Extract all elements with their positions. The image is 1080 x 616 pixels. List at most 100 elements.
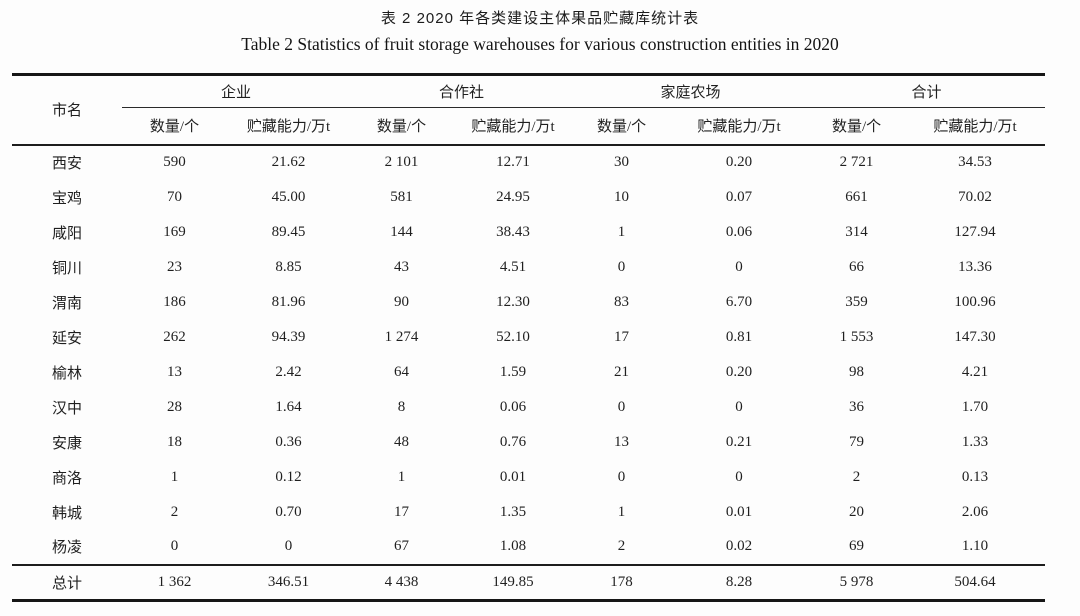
value-cell: 0.20 — [725, 363, 753, 380]
value-cell: 23 — [167, 258, 182, 275]
group-header-row: 市名 企业 合作社 家庭农场 合计 — [12, 74, 1046, 146]
value-cell: 38.43 — [496, 223, 530, 240]
total-value-cell: 1 362 — [122, 563, 227, 601]
value-cell: 1.35 — [499, 503, 527, 520]
value-cell: 661 — [845, 188, 868, 205]
value-cell: 94.39 — [271, 328, 306, 345]
value-cell: 4.51 — [499, 258, 527, 275]
value-cell: 13 — [614, 433, 630, 450]
value-cell: 17 — [394, 503, 410, 520]
city-cell: 榆林 — [51, 365, 82, 382]
value-cell: 1.64 — [275, 398, 302, 415]
value-cell: 2 721 — [839, 154, 874, 170]
value-cell: 0.76 — [499, 433, 527, 450]
total-value-cell: 4 438 — [350, 563, 454, 601]
city-cell: 商洛 — [51, 470, 82, 487]
table-body: 西安 590 21.62 2 101 12.71 30 0.20 2 721 34.53 宝鸡 70… — [12, 145, 1045, 565]
value-cell: 0.06 — [725, 223, 753, 240]
table-row: 榆林 13 2.42 64 1.59 21 0.20 98 4.21 — [12, 355, 1045, 390]
value-cell: 21.62 — [271, 154, 306, 170]
value-cell: 79 — [849, 433, 865, 450]
value-cell: 6.70 — [725, 293, 753, 310]
value-cell: 30 — [614, 154, 630, 170]
value-cell: 0.20 — [725, 154, 753, 170]
value-cell: 0.06 — [499, 398, 527, 415]
table-row: 商洛 1 0.12 1 0.01 0 0 2 0.13 — [12, 460, 1045, 495]
value-cell: 98 — [849, 363, 865, 380]
value-cell: 20 — [849, 503, 865, 520]
value-cell: 590 — [163, 154, 186, 170]
table-row: 咸阳 169 89.45 144 38.43 1 0.06 314 127.94 — [12, 215, 1045, 250]
group-header-cooperative: 合作社 — [350, 74, 574, 108]
value-cell: 89.45 — [271, 223, 306, 240]
subheader-family-farm-quantity: 数量/个 — [573, 107, 671, 146]
city-cell: 渭南 — [51, 295, 82, 312]
subheader-enterprise-quantity: 数量/个 — [122, 107, 227, 146]
total-value-cell: 178 — [573, 563, 671, 601]
value-cell: 67 — [394, 538, 410, 554]
value-cell: 0 — [284, 538, 293, 554]
value-cell: 1.08 — [499, 538, 527, 554]
table-row: 渭南 186 81.96 90 12.30 83 6.70 359 100.96 — [12, 285, 1045, 320]
value-cell: 17 — [614, 328, 630, 345]
value-cell: 2 101 — [384, 154, 419, 170]
total-value-cell: 8.28 — [670, 563, 809, 601]
value-cell: 18 — [167, 433, 182, 450]
table-row: 宝鸡 70 45.00 581 24.95 10 0.07 661 70.02 — [12, 180, 1045, 215]
group-header-enterprise: 企业 — [122, 74, 351, 108]
value-cell: 69 — [849, 538, 865, 554]
total-row: 总计 1 362 346.51 4 438 149.85 178 8.28 5 … — [12, 563, 1046, 601]
value-cell: 70.02 — [958, 188, 992, 205]
value-cell: 314 — [845, 223, 868, 240]
value-cell: 1 — [397, 468, 406, 485]
total-value-cell: 346.51 — [227, 563, 351, 601]
value-cell: 0.12 — [275, 468, 302, 485]
total-value-cell: 149.85 — [453, 563, 574, 601]
subheader-cooperative-capacity: 贮藏能力/万t — [453, 107, 574, 146]
value-cell: 45.00 — [271, 188, 306, 205]
value-cell: 2 — [617, 538, 626, 554]
value-cell: 10 — [614, 188, 630, 205]
city-cell: 延安 — [51, 330, 82, 347]
value-cell: 36 — [849, 398, 865, 415]
value-cell: 0 — [170, 538, 179, 554]
value-cell: 1 — [617, 503, 626, 520]
subheader-total-capacity: 贮藏能力/万t — [905, 107, 1046, 146]
value-cell: 1.70 — [961, 398, 989, 415]
value-cell: 0.81 — [725, 328, 753, 345]
value-cell: 70 — [167, 188, 182, 205]
value-cell: 1 274 — [384, 328, 419, 345]
value-cell: 43 — [394, 258, 410, 275]
value-cell: 0.21 — [725, 433, 753, 450]
table-row: 汉中 28 1.64 8 0.06 0 0 36 1.70 — [12, 390, 1045, 425]
value-cell: 0 — [617, 468, 626, 485]
table-row: 西安 590 21.62 2 101 12.71 30 0.20 2 721 34.53 — [12, 145, 1045, 180]
value-cell: 1.33 — [961, 433, 989, 450]
value-cell: 0.01 — [725, 503, 753, 520]
value-cell: 12.30 — [496, 293, 530, 310]
value-cell: 0.70 — [275, 503, 302, 520]
value-cell: 1.59 — [499, 363, 527, 380]
value-cell: 90 — [394, 293, 410, 310]
value-cell: 0 — [617, 398, 626, 415]
subheader-family-farm-capacity: 贮藏能力/万t — [670, 107, 809, 146]
city-cell: 咸阳 — [51, 225, 82, 242]
value-cell: 13 — [167, 363, 182, 380]
table-caption-en: Table 2 Statistics of fruit storage ware… — [241, 34, 839, 54]
value-cell: 0.36 — [275, 433, 302, 450]
table-row: 杨凌 0 0 67 1.08 2 0.02 69 1.10 — [12, 530, 1045, 565]
value-cell: 0 — [735, 468, 743, 485]
value-cell: 12.71 — [496, 154, 530, 170]
value-cell: 4.21 — [961, 363, 989, 380]
value-cell: 66 — [849, 258, 865, 275]
value-cell: 0.01 — [499, 468, 527, 485]
statistics-table: 市名 企业 合作社 家庭农场 合计 数量/个 贮藏能力/万t 数量/个 贮藏能力… — [12, 73, 1046, 602]
value-cell: 0 — [735, 398, 743, 415]
value-cell: 64 — [394, 363, 410, 380]
value-cell: 81.96 — [271, 293, 306, 310]
sub-header-row: 数量/个 贮藏能力/万t 数量/个 贮藏能力/万t 数量/个 贮藏能力/万t 数… — [12, 107, 1046, 146]
group-header-family-farm: 家庭农场 — [573, 74, 809, 108]
value-cell: 52.10 — [496, 328, 530, 345]
city-cell: 西安 — [51, 156, 82, 172]
table-row: 延安 262 94.39 1 274 52.10 17 0.81 1 553 147.30 — [12, 320, 1045, 355]
